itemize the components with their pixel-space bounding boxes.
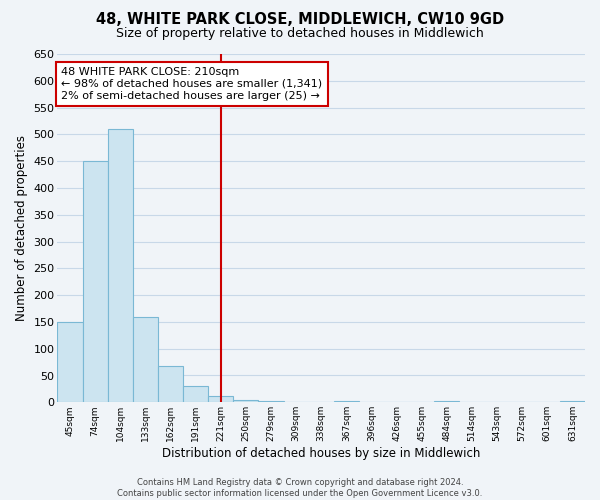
Bar xyxy=(560,401,585,402)
Bar xyxy=(208,396,233,402)
Text: Contains HM Land Registry data © Crown copyright and database right 2024.
Contai: Contains HM Land Registry data © Crown c… xyxy=(118,478,482,498)
Bar xyxy=(83,161,108,402)
Bar xyxy=(259,400,284,402)
Bar xyxy=(58,322,83,402)
Text: 48 WHITE PARK CLOSE: 210sqm
← 98% of detached houses are smaller (1,341)
2% of s: 48 WHITE PARK CLOSE: 210sqm ← 98% of det… xyxy=(61,68,322,100)
Bar xyxy=(158,366,183,402)
Bar xyxy=(133,316,158,402)
Y-axis label: Number of detached properties: Number of detached properties xyxy=(15,135,28,321)
Bar xyxy=(334,401,359,402)
Text: 48, WHITE PARK CLOSE, MIDDLEWICH, CW10 9GD: 48, WHITE PARK CLOSE, MIDDLEWICH, CW10 9… xyxy=(96,12,504,28)
Bar xyxy=(434,401,460,402)
Text: Size of property relative to detached houses in Middlewich: Size of property relative to detached ho… xyxy=(116,28,484,40)
Bar xyxy=(183,386,208,402)
X-axis label: Distribution of detached houses by size in Middlewich: Distribution of detached houses by size … xyxy=(162,447,481,460)
Bar xyxy=(108,129,133,402)
Bar xyxy=(233,400,259,402)
